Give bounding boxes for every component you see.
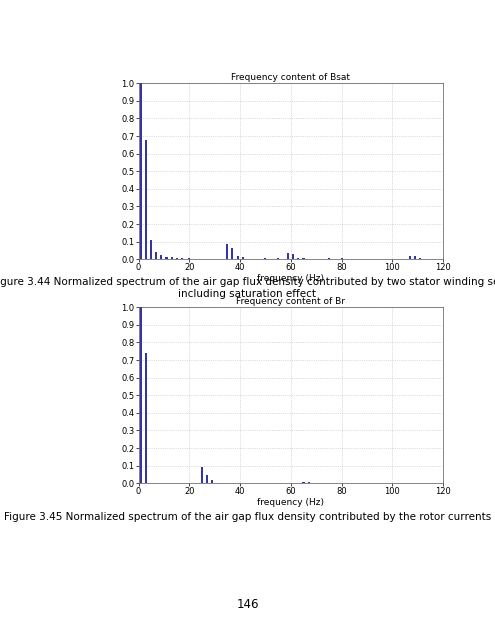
Bar [150, 240, 152, 259]
Bar [211, 480, 213, 483]
X-axis label: frequency (Hz): frequency (Hz) [257, 498, 324, 507]
Bar [409, 256, 411, 259]
Bar [201, 467, 203, 483]
Bar [165, 257, 167, 259]
Bar [302, 482, 304, 483]
Bar [206, 476, 208, 483]
Text: 146: 146 [236, 598, 259, 611]
Bar [140, 307, 142, 483]
Bar [160, 255, 162, 259]
Text: including saturation effect: including saturation effect [179, 289, 316, 299]
Text: Figure 3.44 Normalized spectrum of the air gap flux density contributed by two s: Figure 3.44 Normalized spectrum of the a… [0, 277, 495, 287]
Bar [287, 253, 289, 259]
Bar [140, 83, 142, 259]
Bar [242, 257, 244, 259]
Title: Frequency content of Br: Frequency content of Br [236, 298, 346, 307]
Bar [414, 257, 416, 259]
Bar [302, 258, 304, 259]
Bar [264, 258, 266, 259]
Bar [145, 140, 147, 259]
Bar [176, 258, 178, 259]
X-axis label: frequency (Hz): frequency (Hz) [257, 274, 324, 283]
Bar [232, 248, 234, 259]
Bar [181, 258, 183, 259]
Bar [293, 254, 295, 259]
Bar [297, 258, 299, 259]
Bar [171, 257, 173, 259]
Text: Figure 3.45 Normalized spectrum of the air gap flux density contributed by the r: Figure 3.45 Normalized spectrum of the a… [4, 512, 491, 522]
Bar [226, 244, 228, 259]
Bar [155, 252, 157, 259]
Title: Frequency content of Bsat: Frequency content of Bsat [231, 74, 350, 83]
Bar [145, 353, 147, 483]
Bar [237, 256, 239, 259]
Bar [307, 482, 309, 483]
